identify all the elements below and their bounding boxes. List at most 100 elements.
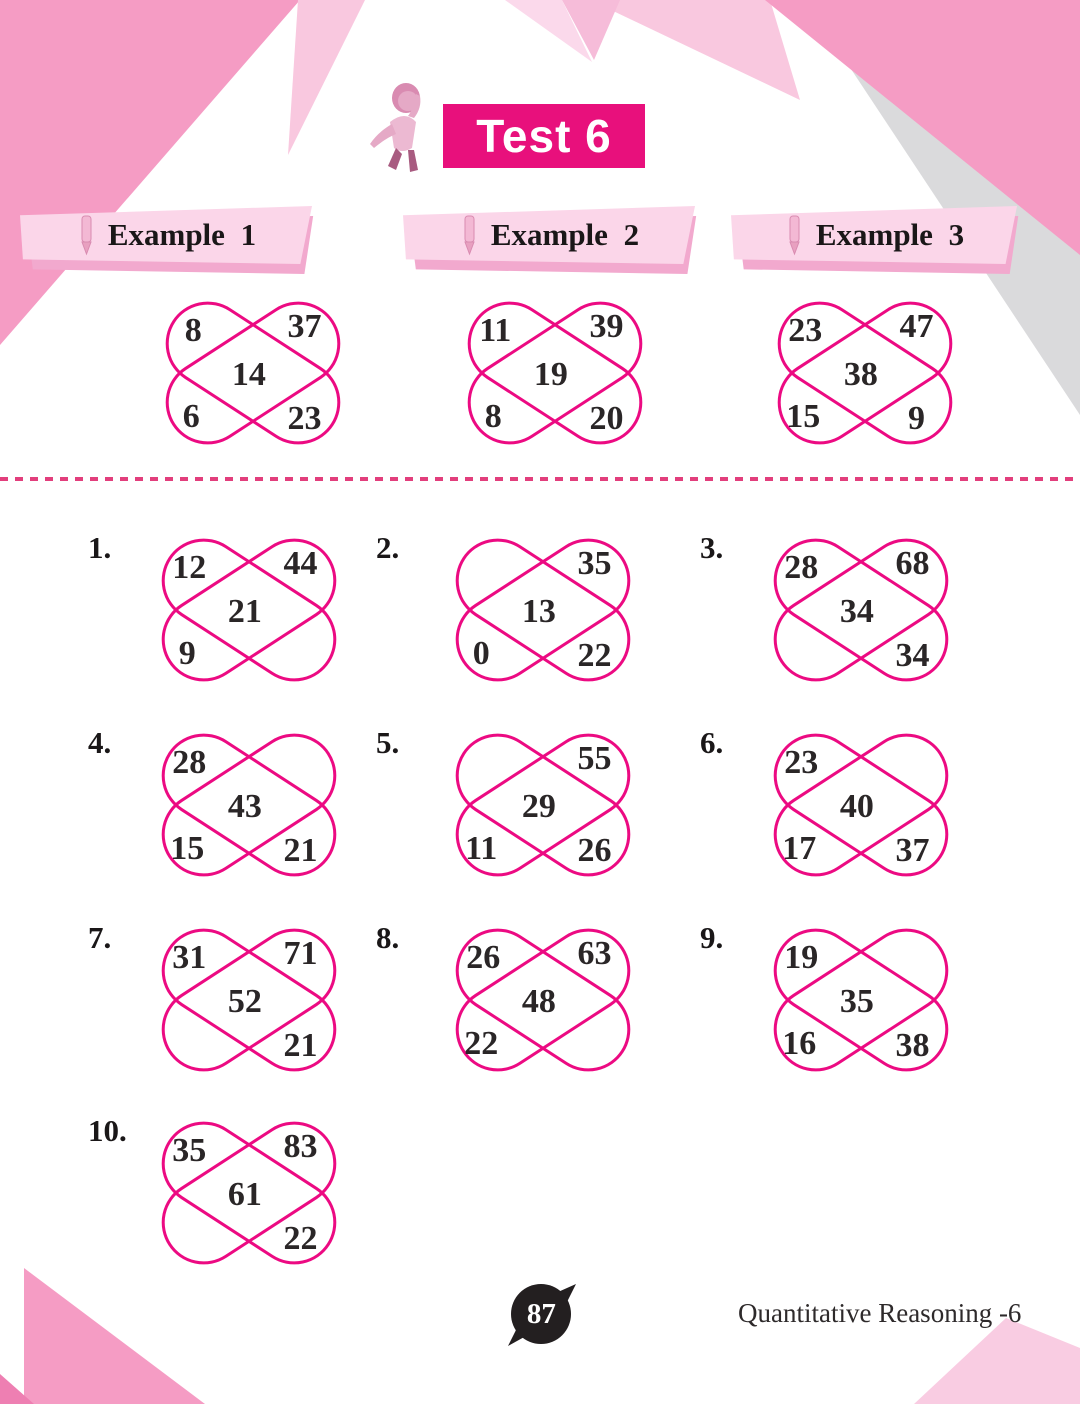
puzzle-value-top-right: 55 [577, 740, 612, 778]
puzzle-value-center: 34 [839, 592, 874, 630]
cross-capsule-puzzle: 55 29 11 26 [439, 717, 647, 893]
problem-2-number: 2. [376, 530, 400, 565]
problem-2-puzzle: 35 13 0 22 [439, 522, 647, 698]
puzzle-value-bottom-right: 21 [283, 1026, 318, 1064]
problem-3-puzzle: 28 68 34 34 [757, 522, 965, 698]
puzzle-value-top-left: 28 [172, 743, 207, 781]
problem-3-number: 3. [700, 530, 724, 565]
problem-4-puzzle: 28 43 15 21 [145, 717, 353, 893]
puzzle-value-bottom-right: 22 [283, 1219, 318, 1257]
example-1-banner: Example 1 [20, 206, 314, 274]
puzzle-value-bottom-left: 11 [465, 830, 498, 867]
jumping-character-illustration [370, 83, 421, 172]
puzzle-value-top-left: 35 [172, 1131, 207, 1169]
puzzle-value-bottom-right: 26 [577, 831, 612, 869]
example-3-label: Example 3 [815, 217, 965, 252]
puzzle-value-top-left: 31 [172, 938, 207, 976]
puzzle-value-center: 43 [227, 787, 262, 825]
example-2-puzzle: 11 39 19 8 20 [451, 285, 659, 461]
character-arm-left [370, 124, 396, 148]
puzzle-value-top-left: 23 [788, 311, 823, 349]
puzzle-value-bottom-right: 38 [895, 1026, 930, 1064]
puzzle-value-center: 48 [521, 982, 556, 1020]
cross-capsule-puzzle: 35 83 61 22 [145, 1105, 353, 1281]
puzzle-value-center: 52 [227, 982, 262, 1020]
puzzle-value-top-left: 28 [784, 548, 819, 586]
problem-4-number: 4. [88, 725, 112, 760]
problem-10-puzzle: 35 83 61 22 [145, 1105, 353, 1281]
pencil-icon [464, 215, 475, 256]
example-2-label: Example 2 [490, 217, 640, 252]
problem-9-number: 9. [700, 920, 724, 955]
puzzle-value-bottom-right: 23 [287, 399, 322, 437]
character-body [390, 116, 416, 151]
example-1-puzzle: 8 37 14 6 23 [149, 285, 357, 461]
cross-capsule-puzzle: 31 71 52 21 [145, 912, 353, 1088]
problem-7-number: 7. [88, 920, 112, 955]
problem-8-puzzle: 26 63 48 22 [439, 912, 647, 1088]
puzzle-value-bottom-left: 22 [464, 1025, 499, 1062]
puzzle-value-top-right: 83 [283, 1128, 318, 1166]
puzzle-value-center: 13 [521, 592, 556, 630]
cross-capsule-puzzle: 35 13 0 22 [439, 522, 647, 698]
top-left-light-pink-sliver [288, 0, 365, 155]
puzzle-value-top-left: 11 [479, 311, 512, 349]
page-number-badge: 87 [504, 1280, 580, 1350]
puzzle-value-top-right: 68 [895, 545, 930, 583]
puzzle-value-bottom-left: 8 [484, 398, 502, 435]
puzzle-value-center: 21 [227, 592, 262, 630]
problem-1-number: 1. [88, 530, 112, 565]
cross-capsule-puzzle: 11 39 19 8 20 [451, 285, 659, 461]
puzzle-value-top-left: 26 [466, 938, 501, 976]
top-right-light-pink-sliver [590, 0, 800, 100]
cross-capsule-puzzle: 12 44 21 9 [145, 522, 353, 698]
puzzle-value-top-right: 47 [899, 308, 934, 346]
puzzle-value-top-right: 37 [287, 308, 322, 346]
problem-1-puzzle: 12 44 21 9 [145, 522, 353, 698]
puzzle-value-bottom-left: 16 [782, 1025, 817, 1062]
top-center-pale-sliver-left [505, 0, 592, 62]
puzzle-value-center: 40 [839, 787, 874, 825]
puzzle-value-center: 14 [231, 355, 266, 393]
character-leg-right [408, 150, 418, 172]
puzzle-value-top-left: 8 [184, 311, 202, 349]
cross-capsule-puzzle: 23 47 38 15 9 [761, 285, 969, 461]
puzzle-value-center: 38 [843, 355, 878, 393]
puzzle-value-top-right: 35 [577, 545, 612, 583]
cross-capsule-puzzle: 28 68 34 34 [757, 522, 965, 698]
puzzle-value-bottom-left: 6 [182, 398, 200, 435]
pencil-icon [789, 215, 800, 256]
character-arm-right [408, 94, 421, 118]
example-1-label: Example 1 [107, 217, 257, 252]
puzzle-value-bottom-left: 15 [170, 830, 205, 867]
puzzle-value-center: 35 [839, 982, 874, 1020]
puzzle-value-bottom-left: 17 [782, 830, 817, 867]
puzzle-value-top-right: 71 [283, 935, 318, 973]
cross-capsule-puzzle: 26 63 48 22 [439, 912, 647, 1088]
puzzle-value-bottom-right: 22 [577, 636, 612, 674]
example-3-puzzle: 23 47 38 15 9 [761, 285, 969, 461]
cross-capsule-puzzle: 23 40 17 37 [757, 717, 965, 893]
puzzle-value-bottom-right: 37 [895, 831, 930, 869]
test-title-banner: Test 6 [443, 104, 645, 168]
dashed-divider [0, 477, 1080, 481]
top-center-pale-sliver-right [562, 0, 620, 60]
problem-5-number: 5. [376, 725, 400, 760]
character-head [398, 91, 418, 111]
example-3-banner: Example 3 [731, 206, 1019, 274]
problem-6-puzzle: 23 40 17 37 [757, 717, 965, 893]
problem-5-puzzle: 55 29 11 26 [439, 717, 647, 893]
problem-8-number: 8. [376, 920, 400, 955]
puzzle-value-top-right: 39 [589, 308, 624, 346]
problem-7-puzzle: 31 71 52 21 [145, 912, 353, 1088]
puzzle-value-top-right: 44 [283, 545, 318, 583]
example-2-banner: Example 2 [403, 206, 697, 274]
page-number: 87 [526, 1297, 556, 1330]
problem-6-number: 6. [700, 725, 724, 760]
puzzle-value-bottom-right: 20 [589, 399, 624, 437]
puzzle-value-bottom-right: 21 [283, 831, 318, 869]
puzzle-value-center: 61 [227, 1175, 262, 1213]
puzzle-value-bottom-right: 9 [908, 399, 925, 437]
puzzle-value-center: 19 [533, 355, 568, 393]
